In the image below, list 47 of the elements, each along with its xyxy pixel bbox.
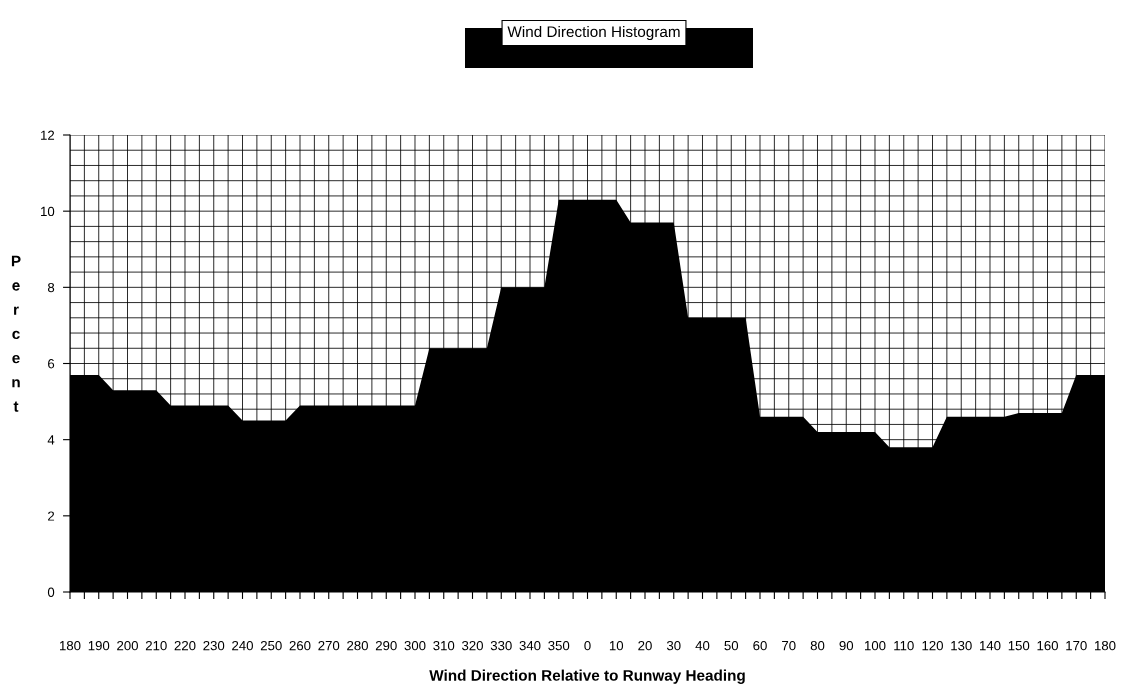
y-tick-label: 8 [47,282,55,293]
x-tick-label: 310 [433,640,455,651]
x-tick-label: 290 [375,640,397,651]
x-tick-label: 330 [490,640,512,651]
y-axis-title: Percent [11,255,21,412]
x-tick-label: 100 [865,640,886,651]
x-tick-label: 50 [724,640,739,651]
x-tick-label: 60 [753,640,767,651]
y-tick-label: 4 [47,435,55,445]
x-tick-label: 300 [404,640,426,651]
x-tick-label: 110 [894,640,914,651]
y-tick-label: 6 [48,359,55,369]
x-tick-label: 70 [782,640,796,651]
x-tick-label: 30 [666,640,681,651]
x-axis-title: Wind Direction Relative to Runway Heading [429,669,745,684]
x-tick-label: 0 [584,640,591,651]
x-tick-label: 190 [88,640,110,651]
y-tick-label: 2 [48,511,55,521]
x-tick-label: 80 [810,640,825,651]
x-tick-label: 280 [347,640,368,651]
x-tick-label: 270 [318,640,340,651]
x-tick-label: 120 [922,640,943,651]
x-tick-label: 180 [1095,640,1116,651]
y-tick-label: 10 [41,206,55,217]
x-tick-label: 140 [980,640,1001,651]
x-tick-label: 220 [174,640,196,651]
y-tick-label: 0 [47,587,55,597]
x-tick-label: 210 [145,640,167,651]
x-tick-label: 150 [1008,640,1030,651]
x-tick-label: 160 [1037,640,1058,651]
x-tick-label: 260 [289,640,311,651]
x-tick-label: 340 [519,640,541,651]
x-tick-label: 350 [548,640,570,651]
x-tick-label: 170 [1066,640,1087,651]
x-tick-label: 10 [609,640,624,651]
x-tick-label: 40 [695,640,710,651]
chart-title: Wind Direction Histogram [507,25,680,41]
x-tick-label: 90 [839,640,854,651]
x-tick-label: 320 [462,640,483,651]
x-tick-label: 240 [232,640,253,651]
x-tick-label: 200 [117,640,138,651]
x-tick-label: 130 [951,640,972,651]
y-tick-label: 12 [41,130,55,140]
x-tick-label: 180 [60,640,81,651]
x-tick-label: 250 [260,640,282,651]
x-tick-label: 20 [638,640,652,651]
x-tick-label: 230 [203,640,225,651]
